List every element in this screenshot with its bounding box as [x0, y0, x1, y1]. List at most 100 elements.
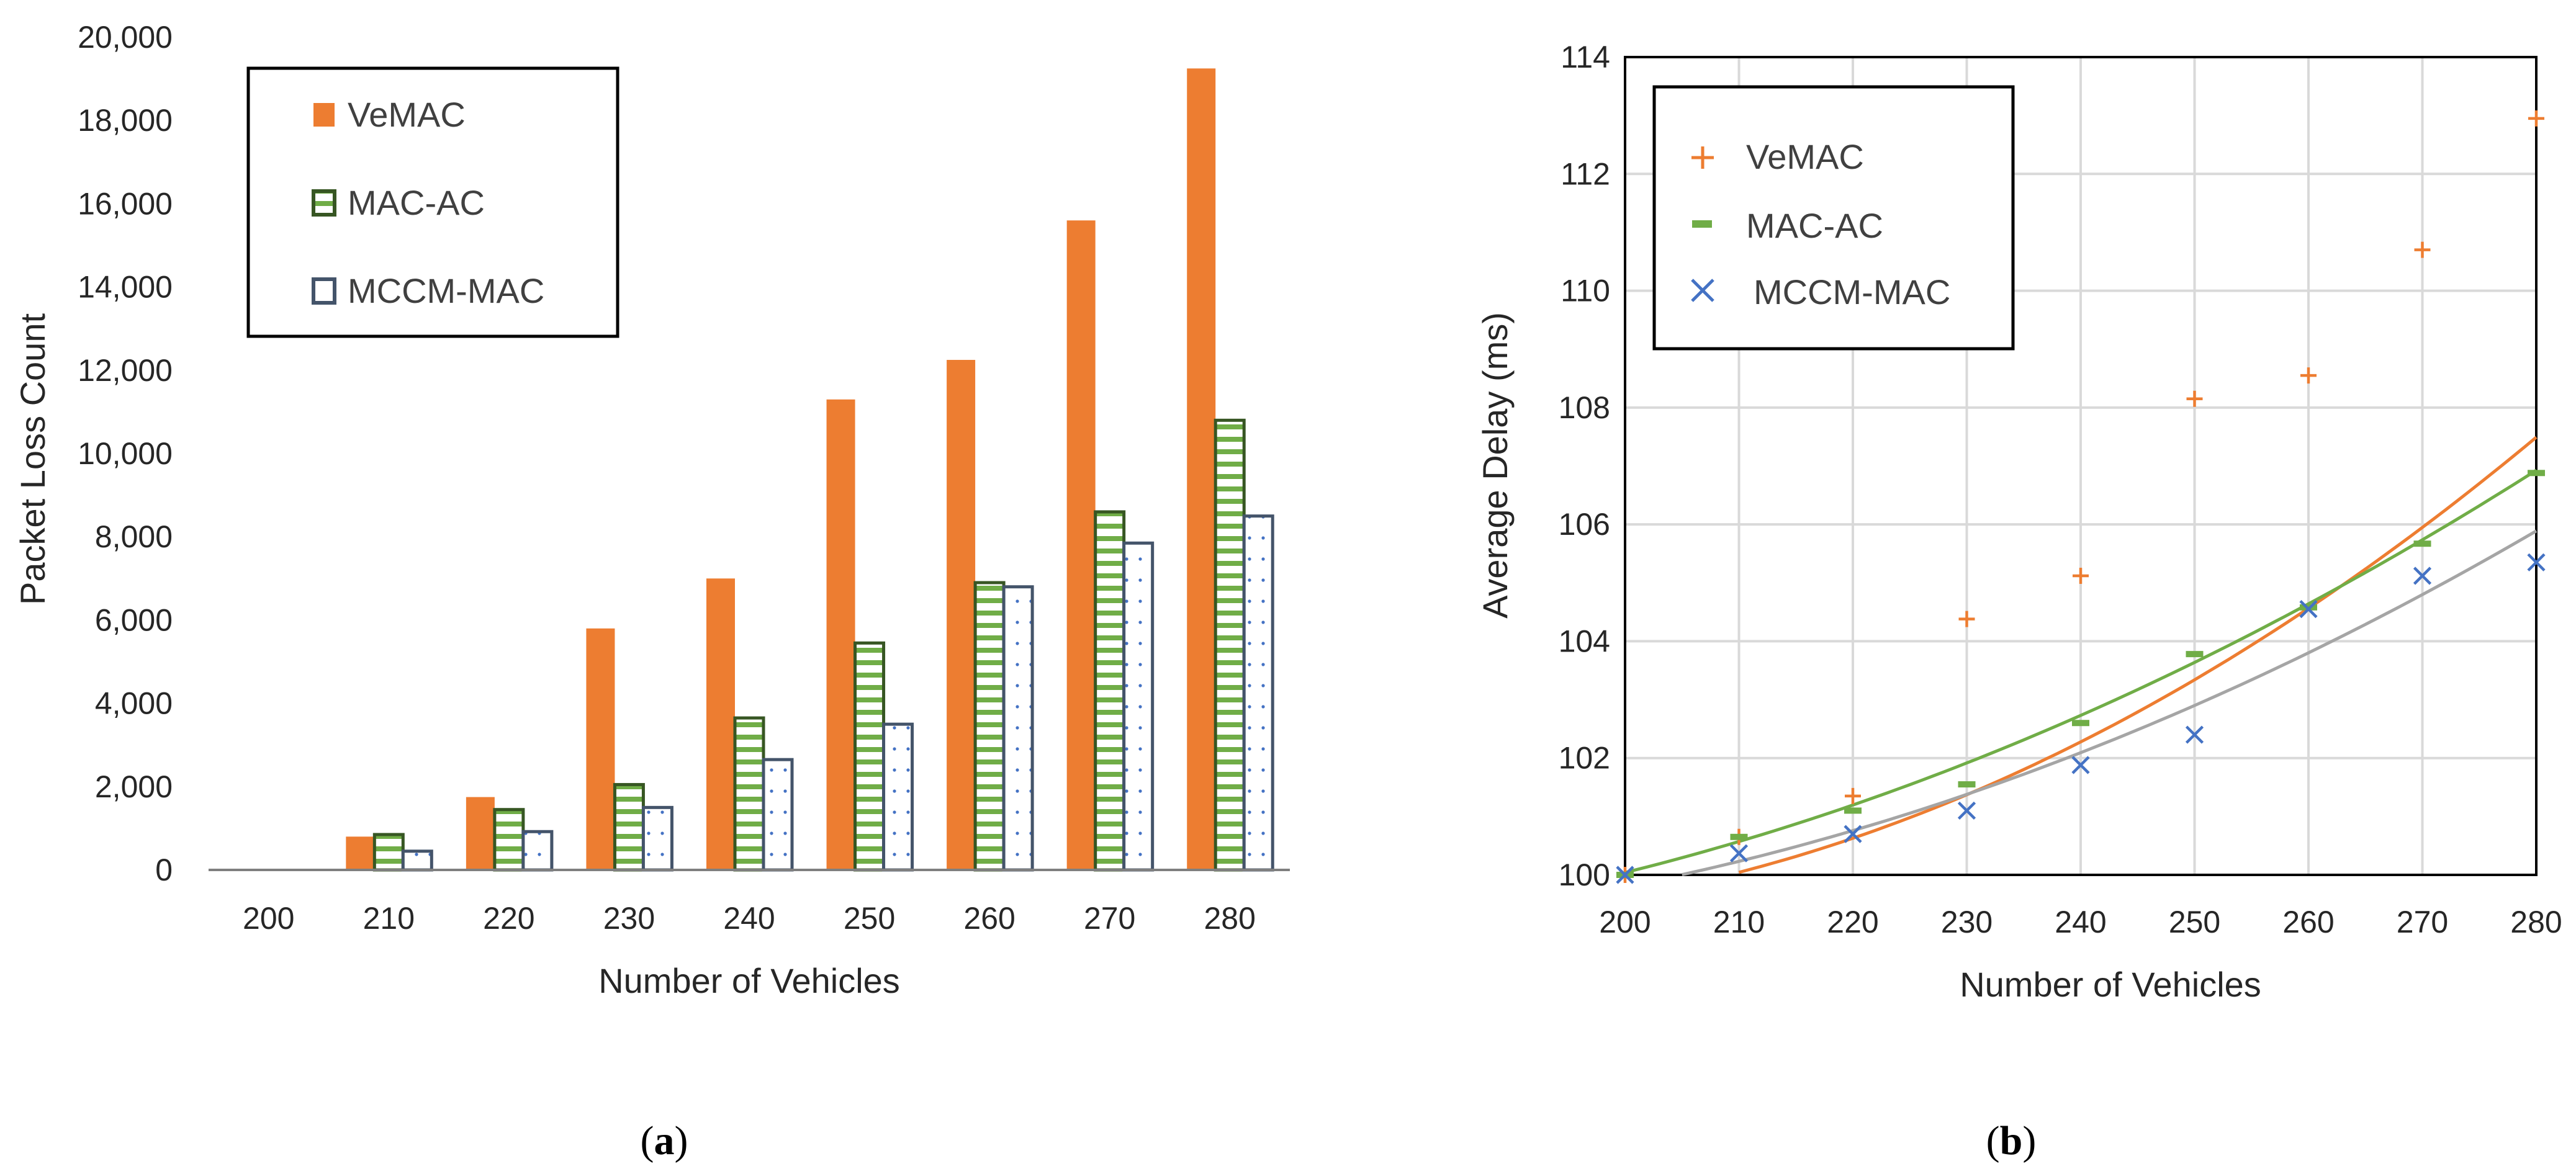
x-tick-label: 200	[1599, 905, 1651, 939]
y-tick-label: 114	[1560, 40, 1610, 74]
bar-mccm-mac	[762, 758, 794, 872]
marker-mac-ac	[2413, 540, 2431, 547]
marker-mac-ac	[1730, 833, 1748, 840]
y-axis-title: Average Delay (ms)	[1475, 312, 1515, 619]
x-tick-label: 270	[2397, 905, 2448, 939]
marker-vemac	[2300, 367, 2317, 384]
marker-mccm-mac	[1616, 866, 1634, 884]
x-axis-title: Number of Vehicles	[1960, 965, 2261, 1004]
bars	[346, 68, 1274, 872]
y-tick-label: 0	[155, 853, 173, 887]
marker-mccm-mac	[2185, 725, 2204, 744]
bar-mccm-mac	[1122, 541, 1155, 872]
y-axis-ticks: 100 102 104 106 108 110 112 114	[1559, 40, 1610, 892]
y-tick-label: 104	[1559, 624, 1610, 658]
bar-mccm-mac	[1242, 514, 1274, 872]
marker-mac-ac	[2186, 651, 2204, 658]
x-axis-ticks: 200 210 220 230 240 250 260 270 280	[243, 901, 1256, 936]
y-tick-label: 100	[1559, 858, 1610, 892]
legend: VeMAC MAC-AC MCCM-MAC	[246, 66, 619, 338]
x-tick-label: 280	[2510, 905, 2562, 939]
marker-vemac	[1958, 611, 1975, 627]
x-tick-label: 220	[1827, 905, 1878, 939]
x-tick-label: 210	[1713, 905, 1765, 939]
trendline-vemac	[1738, 436, 2538, 874]
x-tick-label: 220	[483, 901, 534, 936]
legend-swatch-vemac	[313, 103, 335, 127]
y-tick-label: 108	[1559, 390, 1610, 425]
markers	[1616, 110, 2546, 884]
bar-vemac	[586, 628, 615, 870]
marker-vemac	[1845, 787, 1861, 804]
y-tick-label: 110	[1560, 274, 1610, 308]
marker-mac-ac	[2528, 470, 2545, 477]
marker-vemac	[2414, 241, 2431, 258]
legend-marker-mac-ac	[1692, 220, 1712, 228]
marker-mccm-mac	[1844, 825, 1862, 843]
bar-mccm-mac	[521, 830, 554, 872]
marker-vemac	[2186, 390, 2203, 407]
bar-vemac	[1066, 220, 1096, 870]
x-tick-label: 230	[1941, 905, 1993, 939]
legend-label-vemac: VeMAC	[1746, 137, 1864, 176]
bar-mac-ac	[1094, 510, 1126, 872]
average-delay-chart: 100 102 104 106 108 110 112 114 200 210 220 230 240…	[1475, 40, 2562, 1163]
bar-mac-ac	[493, 808, 525, 872]
marker-mccm-mac	[1729, 844, 1749, 862]
bar-vemac	[706, 578, 735, 870]
x-tick-label: 230	[603, 901, 655, 936]
legend-label-vemac: VeMAC	[348, 95, 466, 134]
bar-mac-ac	[372, 833, 405, 872]
bar-vemac	[346, 836, 375, 870]
marker-vemac	[2528, 110, 2544, 127]
x-tick-label: 250	[2169, 905, 2220, 939]
x-tick-label: 210	[363, 901, 415, 936]
bar-mac-ac	[733, 716, 765, 872]
marker-mac-ac	[1844, 807, 1862, 814]
bar-vemac	[466, 797, 495, 870]
x-tick-label: 250	[844, 901, 895, 936]
marker-mccm-mac	[2299, 600, 2318, 619]
y-tick-label: 18,000	[78, 103, 173, 138]
x-tick-label: 270	[1084, 901, 1135, 936]
x-axis-ticks: 200 210 220 230 240 250 260 270 280	[1599, 905, 2562, 939]
y-tick-label: 6,000	[95, 602, 173, 637]
bar-mac-ac	[613, 782, 645, 872]
trendlines	[1624, 436, 2538, 877]
marker-mac-ac	[1958, 781, 1976, 788]
plot-frame	[1624, 56, 2538, 876]
bar-mccm-mac	[882, 722, 914, 872]
legend-frame	[1652, 85, 2015, 351]
bar-vemac	[1187, 68, 1216, 871]
legend: VeMAC MAC-AC MCCM-MAC	[1652, 85, 2015, 351]
packet-loss-chart: 0 2,000 4,000 6,000 8,000 10,000 12,000 14,000 1…	[13, 20, 1290, 1163]
caption-b: (b)	[1986, 1118, 2037, 1163]
marker-mccm-mac	[2413, 567, 2432, 585]
marker-mccm-mac	[2071, 756, 2090, 774]
marker-mccm-mac	[2527, 553, 2546, 571]
y-tick-label: 20,000	[78, 20, 173, 55]
x-tick-label: 280	[1204, 901, 1256, 936]
x-tick-label: 260	[963, 901, 1015, 936]
x-tick-label: 240	[2055, 905, 2106, 939]
y-axis-ticks: 0 2,000 4,000 6,000 8,000 10,000 12,000 14,000 1…	[78, 20, 173, 887]
y-tick-label: 12,000	[78, 353, 173, 388]
legend-swatch-mccm-mac	[312, 277, 336, 305]
legend-label-mac-ac: MAC-AC	[1746, 206, 1883, 245]
bar-vemac	[826, 399, 855, 870]
legend-frame	[246, 66, 619, 338]
bar-mccm-mac	[401, 849, 433, 872]
y-tick-label: 14,000	[78, 270, 173, 305]
bar-mccm-mac	[1002, 585, 1034, 872]
caption-a: (a)	[641, 1118, 688, 1163]
bar-mccm-mac	[641, 805, 673, 872]
y-tick-label: 16,000	[78, 186, 173, 221]
y-tick-label: 10,000	[78, 436, 173, 471]
marker-vemac	[2073, 567, 2089, 584]
x-tick-label: 200	[243, 901, 294, 936]
trendline-mac-ac	[1624, 468, 2538, 874]
legend-label-mac-ac: MAC-AC	[348, 183, 485, 222]
legend-label-mccm-mac: MCCM-MAC	[348, 271, 544, 310]
y-tick-label: 112	[1560, 156, 1610, 191]
y-axis-title: Packet Loss Count	[13, 313, 52, 605]
